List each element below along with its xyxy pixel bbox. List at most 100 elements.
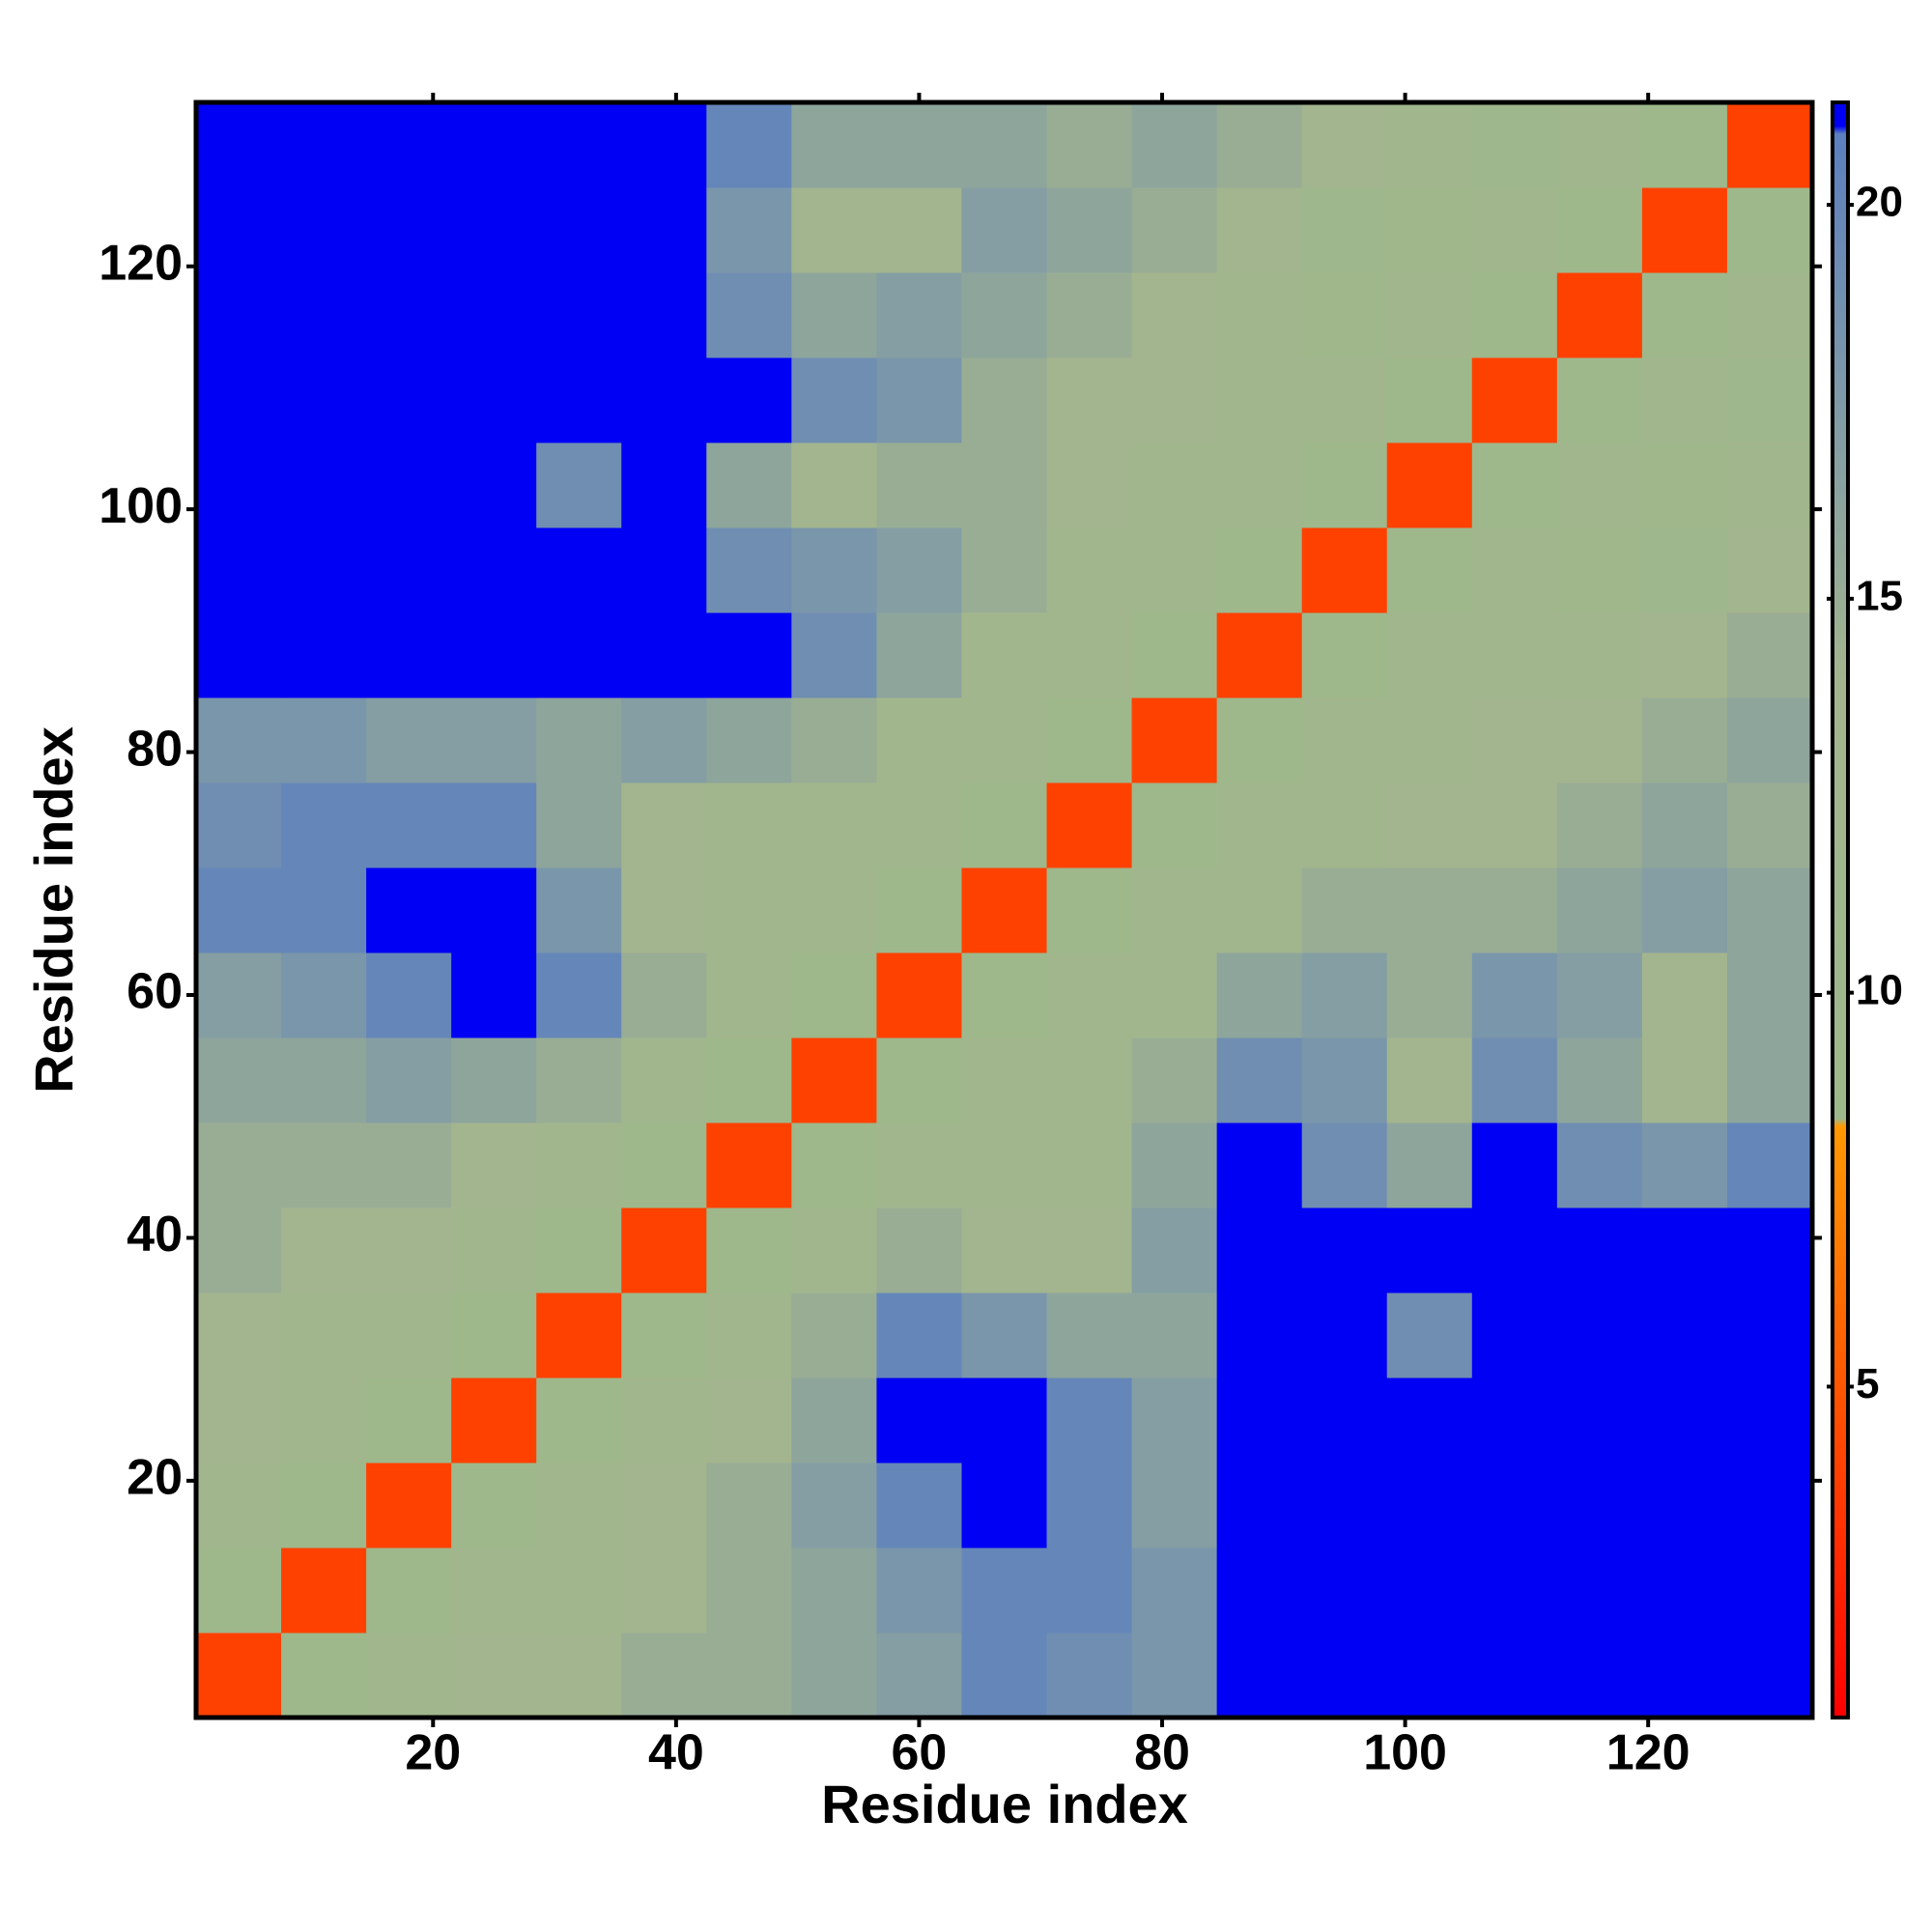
heatmap-cell (706, 527, 792, 613)
heatmap-cell (791, 1037, 877, 1123)
heatmap-cell (1556, 442, 1643, 528)
heatmap-cell (366, 1293, 452, 1378)
heatmap-cell (1301, 187, 1388, 273)
heatmap-cell (706, 102, 792, 188)
heatmap-cell (1131, 187, 1218, 273)
heatmap-cell (1301, 1548, 1388, 1634)
heatmap-cell (621, 272, 707, 358)
heatmap-cell (961, 1463, 1048, 1548)
heatmap-cell (196, 867, 282, 953)
heatmap-cell (1386, 1463, 1473, 1548)
heatmap-cell (1726, 1548, 1813, 1634)
heatmap-cell (1046, 782, 1133, 868)
heatmap-cell (961, 1633, 1048, 1719)
heatmap-cell (706, 1293, 792, 1378)
heatmap-cell (366, 1037, 452, 1123)
heatmap-cell (1726, 1293, 1813, 1378)
heatmap-cell (791, 187, 877, 273)
heatmap-cell (1471, 612, 1558, 698)
heatmap-cell (196, 1548, 282, 1634)
heatmap-cell (1046, 102, 1133, 188)
heatmap-cell (451, 527, 537, 613)
heatmap-cell (1216, 527, 1303, 613)
heatmap-cell (1216, 612, 1303, 698)
heatmap-cell (791, 272, 877, 358)
heatmap-cell (536, 272, 622, 358)
heatmap-cell (1216, 867, 1303, 953)
heatmap-cell (536, 527, 622, 613)
heatmap-cell (1046, 612, 1133, 698)
heatmap-cell (876, 1037, 962, 1123)
heatmap-cell (196, 102, 282, 188)
heatmap-cell (621, 1548, 707, 1634)
heatmap-cell (1386, 1037, 1473, 1123)
x-tick-label: 40 (648, 1725, 704, 1781)
heatmap-cell (1386, 272, 1473, 358)
heatmap-cell (876, 272, 962, 358)
heatmap-cell (706, 867, 792, 953)
heatmap-cell (281, 1122, 367, 1208)
heatmap-cells (196, 102, 1813, 1719)
heatmap-cell (876, 1548, 962, 1634)
heatmap-cell (1641, 1293, 1728, 1378)
heatmap-cell (281, 1293, 367, 1378)
heatmap-cell (196, 1037, 282, 1123)
heatmap-cell (451, 952, 537, 1038)
y-tick-label: 60 (127, 964, 183, 1020)
heatmap-cell (1641, 952, 1728, 1038)
heatmap-cell (1301, 782, 1388, 868)
heatmap-cell (281, 1037, 367, 1123)
heatmap-cell (621, 782, 707, 868)
heatmap-cell (1301, 1293, 1388, 1378)
heatmap-cell (876, 867, 962, 953)
heatmap-cell (451, 1208, 537, 1293)
heatmap-cell (536, 782, 622, 868)
heatmap-cell (1641, 612, 1728, 698)
heatmap-cell (196, 187, 282, 273)
heatmap-cell (791, 442, 877, 528)
y-tick-label: 40 (127, 1207, 183, 1263)
heatmap-cell (1216, 272, 1303, 358)
heatmap-cell (621, 442, 707, 528)
heatmap-cell (621, 102, 707, 188)
heatmap-cell (1046, 1293, 1133, 1378)
heatmap-cell (791, 102, 877, 188)
heatmap-cell (536, 867, 622, 953)
heatmap-cell (366, 442, 452, 528)
heatmap-cell (706, 612, 792, 698)
heatmap-cell (1726, 1378, 1813, 1463)
heatmap-cell (1301, 1463, 1388, 1548)
heatmap-cell (536, 1037, 622, 1123)
heatmap-cell (876, 1122, 962, 1208)
heatmap-cell (1556, 952, 1643, 1038)
heatmap-cell (1471, 1208, 1558, 1293)
heatmap-cell (706, 1037, 792, 1123)
heatmap-cell (196, 1463, 282, 1548)
heatmap-cell (1641, 527, 1728, 613)
heatmap-cell (1046, 187, 1133, 273)
heatmap-cell (1726, 102, 1813, 188)
heatmap-cell (536, 952, 622, 1038)
heatmap-cell (536, 1122, 622, 1208)
heatmap-cell (1386, 697, 1473, 783)
heatmap-cell (1641, 782, 1728, 868)
heatmap-cell (196, 1378, 282, 1463)
heatmap-cell (706, 187, 792, 273)
heatmap-cell (791, 782, 877, 868)
heatmap-cell (536, 1208, 622, 1293)
heatmap-cell (1386, 527, 1473, 613)
heatmap-cell (1131, 612, 1218, 698)
heatmap-cell (366, 1208, 452, 1293)
heatmap-cell (366, 272, 452, 358)
heatmap-cell (196, 612, 282, 698)
heatmap-cell (1386, 1633, 1473, 1719)
heatmap-cell (876, 697, 962, 783)
x-tick-label: 100 (1363, 1725, 1447, 1781)
heatmap-cell (791, 867, 877, 953)
heatmap-cell (1641, 187, 1728, 273)
heatmap-cell (621, 527, 707, 613)
heatmap-cell (1471, 867, 1558, 953)
heatmap-cell (281, 102, 367, 188)
heatmap-cell (1301, 272, 1388, 358)
